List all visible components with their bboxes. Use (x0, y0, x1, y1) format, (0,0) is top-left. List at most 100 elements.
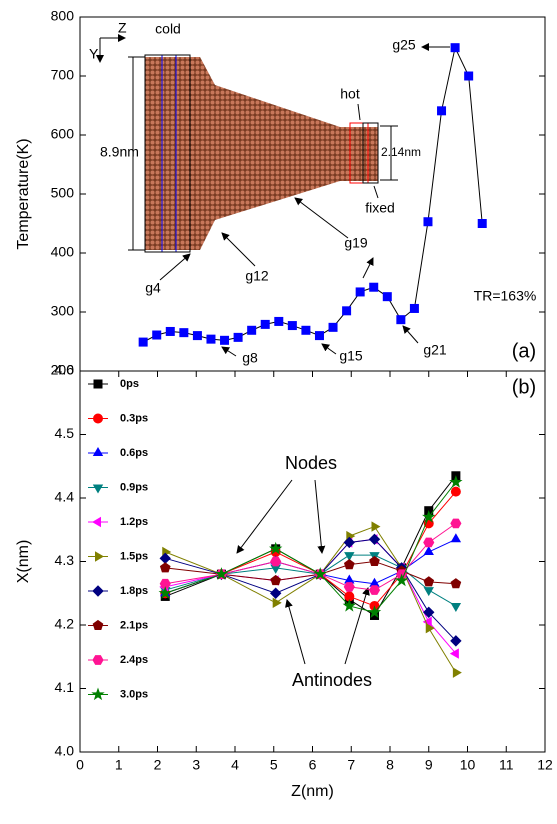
x-tick-label: 8 (386, 757, 394, 773)
antinodes-label: Antinodes (292, 670, 372, 690)
marker (138, 337, 148, 347)
marker (355, 287, 365, 297)
marker (270, 556, 282, 567)
legend-marker (92, 619, 104, 631)
y-tick-label: 4.4 (55, 489, 75, 505)
x-tick-label: 11 (499, 757, 514, 773)
marker (159, 552, 171, 565)
marker (192, 331, 202, 341)
x-tick-label: 3 (192, 757, 200, 773)
y-tick-label: 4.3 (55, 552, 75, 568)
x-tick-label: 1 (115, 757, 123, 773)
x-tick-label: 12 (537, 757, 553, 773)
marker (179, 328, 189, 338)
cold-label: cold (155, 21, 181, 37)
fixed-label: fixed (365, 200, 395, 216)
marker (272, 597, 282, 608)
g25-label: g25 (392, 37, 416, 53)
legend-marker (92, 484, 104, 494)
marker (409, 303, 419, 313)
marker (423, 576, 435, 587)
x-tick-label: 6 (309, 757, 317, 773)
inset (96, 34, 398, 253)
marker (274, 316, 284, 326)
legend-marker (93, 413, 103, 424)
marker (159, 578, 171, 589)
hot-label: hot (340, 86, 360, 102)
marker (214, 567, 229, 580)
marker (344, 574, 355, 584)
tr-label: TR=163% (474, 288, 537, 304)
g21-label: g21 (423, 342, 447, 358)
y-tick-label: 800 (51, 8, 75, 24)
marker (450, 518, 462, 529)
y-tick-label: 400 (51, 244, 75, 260)
legend-marker (92, 446, 104, 456)
annotations: Z Y cold hot 8.9nm 2.14nm fixed g4 g8 g1… (89, 20, 536, 690)
legend-marker (92, 585, 104, 597)
x-axis-label: Z(nm) (291, 783, 334, 800)
marker (270, 574, 282, 586)
marker (343, 559, 355, 570)
frame-b (79, 370, 546, 753)
marker (423, 217, 433, 227)
marker (464, 71, 474, 81)
marker (159, 562, 171, 573)
y-tick-label: 700 (51, 67, 75, 83)
series-line (165, 475, 457, 617)
y-tick-label: 200 (51, 362, 75, 378)
axis-z: Z (118, 20, 127, 36)
marker (423, 537, 435, 548)
marker (270, 564, 281, 574)
y-tick-label: 4.0 (55, 743, 75, 759)
series-line (165, 525, 457, 673)
marker (422, 510, 436, 523)
g4-label: g4 (145, 280, 161, 296)
marker (382, 292, 392, 302)
marker (206, 334, 216, 344)
series-line (165, 481, 457, 613)
marker (450, 602, 462, 612)
legend-label: 0ps (120, 378, 139, 390)
marker (450, 43, 460, 53)
marker (450, 533, 462, 543)
legend-label: 2.4ps (120, 654, 148, 666)
legend-marker (92, 516, 101, 528)
marker (152, 330, 162, 340)
marker (449, 475, 463, 488)
x-tick-label: 7 (347, 757, 355, 773)
legend-label: 0.9ps (120, 481, 148, 493)
legend-marker (92, 655, 104, 665)
g8-label: g8 (242, 350, 258, 366)
g19-label: g19 (344, 235, 368, 251)
y-axis-label: Temperature(K) (15, 138, 32, 249)
marker (396, 315, 406, 325)
marker (233, 332, 243, 342)
marker (220, 335, 230, 345)
marker (301, 325, 311, 335)
legend-label: 0.6ps (120, 447, 148, 459)
y-tick-label: 4.1 (55, 679, 75, 695)
marker (425, 622, 435, 634)
annotation-arrows (159, 43, 450, 665)
y-tick-label: 500 (51, 185, 75, 201)
marker (368, 585, 381, 595)
marker (450, 635, 462, 647)
marker (423, 606, 435, 619)
marker (287, 321, 297, 331)
panel-a-label: (a) (512, 340, 536, 362)
marker (423, 545, 434, 555)
marker (165, 326, 175, 336)
marker (313, 567, 327, 580)
y-tick-label: 600 (51, 126, 75, 142)
legend-marker (93, 379, 103, 389)
marker (342, 306, 352, 316)
marker (437, 106, 447, 116)
marker (452, 667, 462, 678)
x-tick-label: 5 (270, 757, 278, 773)
nodes-label: Nodes (285, 453, 337, 473)
g15-label: g15 (339, 348, 363, 364)
legend-label: 1.5ps (120, 550, 148, 562)
marker (450, 578, 462, 589)
legend-marker (91, 687, 105, 701)
